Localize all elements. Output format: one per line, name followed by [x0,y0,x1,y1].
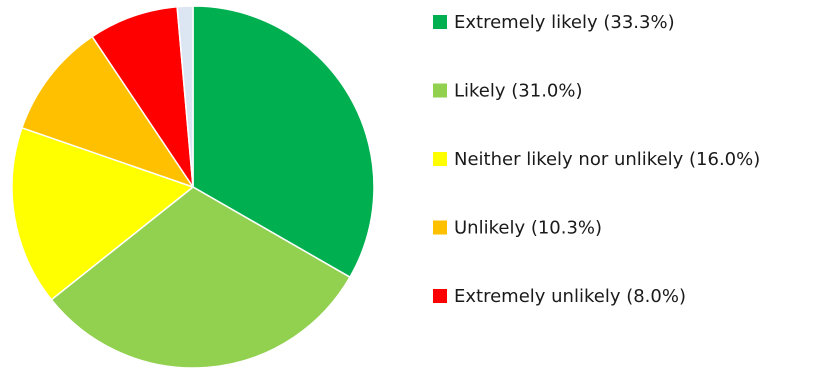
pie-slice-neither-likely-nor-unlikely [11,127,194,301]
legend-swatch [433,289,447,303]
legend-label: Extremely unlikely (8.0%) [454,286,686,307]
pie-slice-extremely-unlikely [91,5,194,188]
pie-slice-unlikely [21,35,194,188]
legend-label: Neither likely nor unlikely (16.0%) [454,149,760,170]
chart-legend: Extremely likely (33.3%) Likely (31.0%) Ne… [433,12,760,307]
pie-slice-likely [50,186,351,369]
legend-label: Extremely likely (33.3%) [454,12,675,33]
legend-swatch [433,152,447,166]
pie-slices [11,5,375,369]
legend-swatch [433,83,447,98]
legend-label: Likely (31.0%) [454,81,583,102]
pie-slice-extremely-likely [192,5,375,278]
legend-swatch [433,220,447,235]
legend-label: Unlikely (10.3%) [454,218,602,239]
legend-swatch [433,15,447,29]
pie-slice-other [176,5,194,188]
